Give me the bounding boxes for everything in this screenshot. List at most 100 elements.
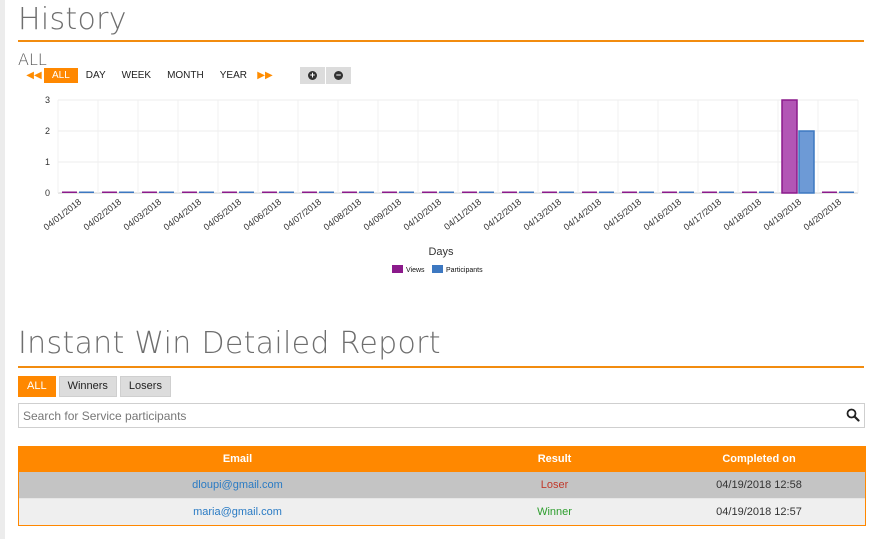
range-month-button[interactable]: MONTH xyxy=(167,70,204,81)
x-tick-label: 04/15/2018 xyxy=(602,197,644,233)
search-box xyxy=(18,403,865,428)
bar-views xyxy=(462,191,477,193)
filter-tabs: ALL Winners Losers xyxy=(18,376,171,397)
x-axis-label: Days xyxy=(428,246,454,258)
col-result-header[interactable]: Result xyxy=(537,453,572,465)
bar-participants xyxy=(119,191,134,193)
x-tick-label: 04/18/2018 xyxy=(722,197,764,233)
result-value: Loser xyxy=(540,479,569,491)
bar-participants xyxy=(399,191,414,193)
range-day-button[interactable]: DAY xyxy=(85,70,106,81)
bar-views xyxy=(502,191,517,193)
bar-views xyxy=(142,191,157,193)
tab-winners[interactable]: Winners xyxy=(58,376,117,397)
email-link[interactable]: dloupi@gmail.com xyxy=(192,479,283,491)
range-year-button[interactable]: YEAR xyxy=(219,70,247,81)
x-tick-label: 04/04/2018 xyxy=(162,197,204,233)
legend-label-participants: Participants xyxy=(446,267,483,274)
bar-views xyxy=(102,191,117,193)
completed-on-value: 04/19/2018 12:57 xyxy=(716,506,802,518)
bar-participants xyxy=(719,191,734,193)
report-divider xyxy=(18,366,864,368)
bar-participants xyxy=(239,191,254,193)
magnifier-icon[interactable] xyxy=(846,408,860,422)
range-all-button[interactable]: ALL xyxy=(44,68,78,83)
search-input[interactable] xyxy=(19,404,827,427)
y-tick-label: 2 xyxy=(45,126,50,136)
bar-views xyxy=(182,191,197,193)
minus-circle-icon: − xyxy=(334,70,343,80)
completed-on-value: 04/19/2018 12:58 xyxy=(716,479,802,491)
zoom-in-button[interactable]: + xyxy=(300,67,325,84)
x-tick-label: 04/16/2018 xyxy=(642,197,684,233)
legend-swatch-participants xyxy=(432,265,443,273)
bar-participants xyxy=(199,191,214,193)
bar-views xyxy=(302,191,317,193)
bar-participants xyxy=(639,191,654,193)
range-week-button[interactable]: WEEK xyxy=(121,70,152,81)
bar-views xyxy=(542,191,557,193)
bar-views xyxy=(702,191,717,193)
double-arrow-right-icon[interactable]: ▶▶ xyxy=(257,70,273,81)
x-tick-label: 04/08/2018 xyxy=(322,197,364,233)
history-title: History xyxy=(18,2,127,37)
x-tick-label: 04/17/2018 xyxy=(682,197,724,233)
bar-views xyxy=(222,191,237,193)
x-tick-label: 04/19/2018 xyxy=(762,197,804,233)
bar-views xyxy=(582,191,597,193)
bar-views xyxy=(342,191,357,193)
x-tick-label: 04/10/2018 xyxy=(402,197,444,233)
table-header: Email Result Completed on xyxy=(19,446,865,472)
bar-participants xyxy=(759,191,774,193)
bar-participants xyxy=(319,191,334,193)
bar-participants xyxy=(359,191,374,193)
x-tick-label: 04/12/2018 xyxy=(482,197,524,233)
y-tick-label: 0 xyxy=(45,188,50,198)
legend-label-views: Views xyxy=(406,267,425,274)
tab-all[interactable]: ALL xyxy=(18,376,56,397)
x-tick-label: 04/11/2018 xyxy=(442,197,483,232)
x-tick-label: 04/20/2018 xyxy=(802,197,844,233)
bar-participants xyxy=(679,191,694,193)
report-title: Instant Win Detailed Report xyxy=(18,326,441,361)
bar-participants xyxy=(559,191,574,193)
x-tick-label: 04/03/2018 xyxy=(122,197,164,233)
x-tick-label: 04/07/2018 xyxy=(282,197,324,233)
x-tick-label: 04/02/2018 xyxy=(82,197,124,233)
bar-views xyxy=(662,191,677,193)
legend-swatch-views xyxy=(392,265,403,273)
y-tick-label: 3 xyxy=(45,95,50,105)
bar-views xyxy=(62,191,77,193)
x-tick-label: 04/06/2018 xyxy=(242,197,284,233)
bar-views xyxy=(742,191,757,193)
report-table: Email Result Completed on dloupi@gmail.c… xyxy=(18,446,866,526)
bar-views xyxy=(382,191,397,193)
history-chart: 0 1 2 3 04/01/201804/02/201804/03/201804/04/… xyxy=(42,95,859,274)
x-tick-label: 04/13/2018 xyxy=(522,197,564,233)
bar-views xyxy=(822,191,837,193)
bar-participants xyxy=(839,191,854,193)
x-tick-label: 04/14/2018 xyxy=(562,197,604,233)
y-tick-label: 1 xyxy=(45,157,50,167)
tab-losers[interactable]: Losers xyxy=(119,376,171,397)
bar-participants xyxy=(159,191,174,193)
bar-participants xyxy=(599,191,614,193)
history-divider xyxy=(18,40,864,42)
bar-participants xyxy=(79,191,94,193)
plus-circle-icon: + xyxy=(308,70,317,80)
bar-participants xyxy=(279,191,294,193)
col-email-header[interactable]: Email xyxy=(222,453,253,465)
email-link[interactable]: maria@gmail.com xyxy=(193,506,282,518)
table-row[interactable]: maria@gmail.com Winner 04/19/2018 12:57 xyxy=(19,498,865,525)
range-label: ALL xyxy=(18,50,47,69)
x-tick-label: 04/09/2018 xyxy=(362,197,404,233)
x-tick-label: 04/01/2018 xyxy=(42,197,84,233)
bar-views xyxy=(622,191,637,193)
bar-participants xyxy=(439,191,454,193)
x-tick-label: 04/05/2018 xyxy=(202,197,244,233)
col-completed-header[interactable]: Completed on xyxy=(722,453,796,465)
double-arrow-left-icon[interactable]: ◀◀ xyxy=(26,70,42,81)
bar-views xyxy=(422,191,437,193)
table-row[interactable]: dloupi@gmail.com Loser 04/19/2018 12:58 xyxy=(19,472,865,498)
zoom-out-button[interactable]: − xyxy=(326,67,351,84)
